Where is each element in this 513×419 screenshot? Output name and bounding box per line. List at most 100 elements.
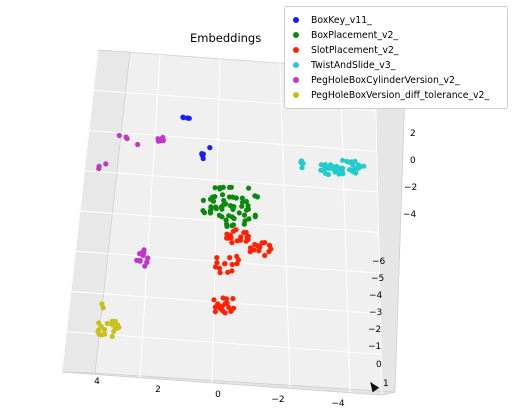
data-point	[234, 253, 240, 259]
data-point	[221, 197, 227, 204]
data-point	[262, 252, 268, 259]
data-point	[241, 212, 248, 218]
data-point	[242, 218, 248, 224]
data-point	[223, 296, 230, 302]
series-4	[96, 132, 166, 269]
legend-marker	[293, 62, 299, 68]
y-tick-label: −3	[369, 308, 382, 318]
data-point	[220, 184, 226, 190]
data-point	[99, 301, 105, 307]
data-point	[142, 263, 148, 269]
data-point	[214, 255, 220, 261]
legend-item: TwistAndSlide_v3_	[293, 58, 395, 72]
legend-item: PegHoleBoxVersion_diff_tolerance_v2_	[293, 88, 489, 102]
data-point	[321, 168, 327, 174]
data-point	[224, 223, 230, 229]
data-point	[229, 214, 235, 220]
data-point	[225, 233, 231, 239]
data-point	[266, 242, 273, 248]
axes-panes	[61, 49, 406, 396]
data-point	[229, 268, 235, 274]
grid-line	[75, 250, 380, 274]
data-point	[346, 159, 352, 165]
data-point	[219, 192, 226, 198]
data-point	[207, 145, 213, 151]
data-point	[144, 259, 150, 265]
data-point	[215, 301, 221, 307]
data-point	[212, 309, 218, 315]
data-point	[227, 203, 234, 209]
data-point	[217, 270, 223, 276]
data-point	[101, 326, 107, 333]
data-point	[186, 115, 192, 121]
data-point	[243, 207, 250, 213]
legend-label: PegHoleBoxVersion_diff_tolerance_v2_	[311, 89, 490, 101]
y-tick-label: −1	[368, 342, 381, 352]
grid-line	[339, 66, 351, 393]
data-point	[340, 157, 346, 163]
data-point	[109, 333, 115, 339]
data-point	[225, 269, 231, 275]
grid-lines	[61, 49, 383, 395]
data-point	[220, 308, 226, 314]
floor-pane	[61, 371, 396, 396]
data-point	[209, 194, 216, 200]
data-point	[160, 137, 166, 144]
data-point	[322, 162, 328, 168]
grid-line	[88, 130, 377, 152]
data-point	[111, 328, 117, 334]
grid-line	[66, 331, 382, 355]
series-3	[298, 157, 367, 178]
data-point	[227, 184, 233, 190]
z-tick-label: 0	[410, 156, 416, 166]
x-tick-label: 2	[155, 385, 161, 395]
data-point	[243, 198, 249, 205]
grid-line	[79, 210, 379, 233]
data-point	[137, 258, 143, 264]
legend-label: PegHoleBoxCylinderVersion_v2_	[311, 74, 460, 86]
data-point	[361, 163, 367, 169]
data-point	[245, 203, 251, 209]
data-point	[352, 165, 358, 172]
data-point	[239, 195, 245, 201]
z-tick-label: −2	[404, 183, 417, 193]
data-point	[219, 206, 225, 212]
data-point	[226, 304, 232, 310]
data-points	[95, 114, 367, 339]
legend-item: SlotPlacement_v2_	[293, 43, 399, 57]
legend-marker	[293, 77, 299, 83]
x-tick-label: 4	[94, 377, 100, 387]
data-point	[238, 237, 244, 243]
data-point	[252, 214, 258, 220]
legend-item: PegHoleBoxCylinderVersion_v2_	[293, 73, 460, 87]
data-point	[236, 210, 242, 216]
data-point	[104, 320, 110, 327]
series-0	[180, 114, 213, 162]
grid-line	[84, 170, 378, 193]
data-point	[212, 264, 219, 270]
x-tick-label: 0	[215, 390, 221, 400]
data-point	[234, 261, 240, 267]
y-tick-label: −5	[371, 274, 384, 284]
legend-marker	[293, 17, 299, 23]
data-point	[100, 305, 106, 311]
data-point	[99, 332, 105, 338]
legend-label: TwistAndSlide_v3_	[311, 59, 396, 71]
data-point	[351, 159, 357, 165]
data-point	[259, 240, 265, 246]
series-1	[200, 184, 260, 229]
data-point	[216, 265, 223, 271]
data-point	[229, 240, 235, 246]
data-point	[246, 216, 252, 222]
data-point	[135, 141, 141, 148]
data-point	[230, 194, 236, 200]
data-point	[145, 255, 151, 261]
data-point	[266, 249, 272, 255]
data-point	[252, 193, 258, 199]
legend-item: BoxKey_v11_	[293, 13, 372, 27]
data-point	[229, 261, 235, 268]
x-tick-label: −4	[331, 399, 345, 409]
